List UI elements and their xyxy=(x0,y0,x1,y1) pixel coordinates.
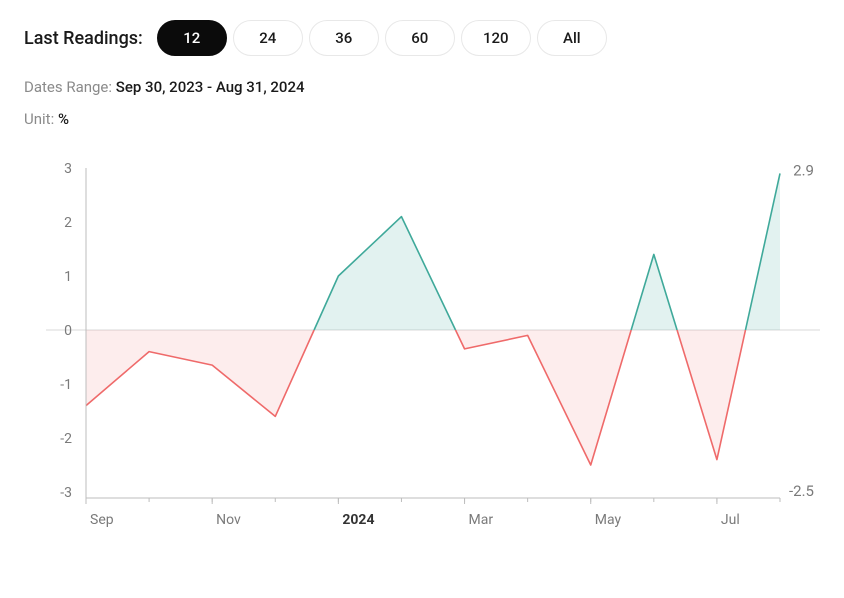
readings-pill-group: 12243660120All xyxy=(157,20,607,56)
dates-range-value: Sep 30, 2023 - Aug 31, 2024 xyxy=(116,78,305,96)
unit-label: Unit: xyxy=(24,110,54,128)
readings-pill-12[interactable]: 12 xyxy=(157,20,227,56)
dates-range-label: Dates Range: xyxy=(24,78,112,96)
svg-text:Mar: Mar xyxy=(469,512,494,528)
readings-pill-24[interactable]: 24 xyxy=(233,20,303,56)
svg-text:0: 0 xyxy=(64,323,72,339)
readings-pill-60[interactable]: 60 xyxy=(385,20,455,56)
readings-label: Last Readings: xyxy=(24,28,143,49)
unit: Unit: % xyxy=(24,110,820,128)
dates-range: Dates Range: Sep 30, 2023 - Aug 31, 2024 xyxy=(24,78,820,96)
svg-text:2: 2 xyxy=(64,215,72,231)
unit-value: % xyxy=(58,110,69,128)
svg-text:2.9: 2.9 xyxy=(793,161,814,179)
svg-text:-3: -3 xyxy=(60,485,72,501)
svg-text:-2.5: -2.5 xyxy=(789,482,814,500)
svg-text:Sep: Sep xyxy=(90,512,114,528)
svg-text:Jul: Jul xyxy=(721,512,740,528)
svg-text:1: 1 xyxy=(64,269,72,285)
readings-pill-120[interactable]: 120 xyxy=(461,20,531,56)
svg-text:Nov: Nov xyxy=(216,512,241,528)
svg-text:-2: -2 xyxy=(60,431,72,447)
svg-text:-1: -1 xyxy=(60,377,72,393)
svg-text:3: 3 xyxy=(64,161,72,177)
readings-pill-36[interactable]: 36 xyxy=(309,20,379,56)
svg-text:2024: 2024 xyxy=(342,512,374,528)
readings-pill-all[interactable]: All xyxy=(537,20,607,56)
svg-text:May: May xyxy=(595,512,622,528)
readings-chart: -3 -2 -1 0 1 2 3 Sep Nov 2024 Mar May Jul 2.9 -2.5 xyxy=(24,148,820,548)
